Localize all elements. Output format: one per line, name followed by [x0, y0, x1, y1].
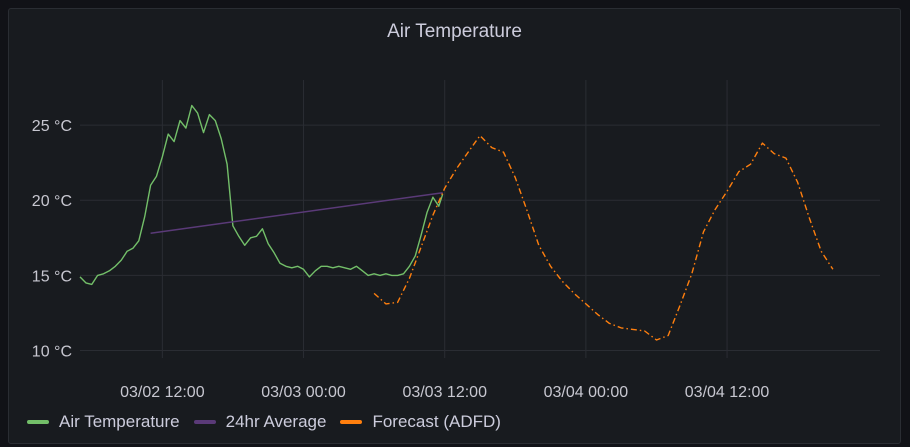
legend-swatch-24hr-average: [193, 420, 216, 424]
legend-label-24hr-average: 24hr Average: [225, 412, 327, 431]
x-tick-label: 03/03 00:00: [261, 384, 346, 401]
legend-item-forecast[interactable]: Forecast (ADFD): [340, 412, 501, 432]
y-tick-label: 25 °C: [32, 118, 72, 135]
legend-item-air-temperature[interactable]: Air Temperature: [27, 412, 180, 432]
legend-label-forecast: Forecast (ADFD): [372, 412, 501, 431]
series-air-temperature-line[interactable]: [79, 104, 444, 286]
x-tick-label: 03/03 12:00: [402, 384, 487, 401]
x-tick-label: 03/04 12:00: [685, 384, 770, 401]
chart-panel: Air Temperature: [8, 8, 901, 444]
y-tick-label: 10 °C: [32, 343, 72, 360]
y-tick-label: 20 °C: [32, 193, 72, 210]
y-tick-label: 15 °C: [32, 268, 72, 285]
legend-swatch-air-temperature: [27, 420, 49, 424]
x-tick-label: 03/04 00:00: [544, 384, 629, 401]
series-forecast-line[interactable]: [373, 134, 834, 341]
legend-item-24hr-average[interactable]: 24hr Average: [193, 412, 327, 432]
legend-label-air-temperature: Air Temperature: [59, 412, 180, 431]
panel-title[interactable]: Air Temperature: [387, 21, 522, 42]
legend-swatch-forecast: [340, 420, 363, 424]
series-average-line[interactable]: [150, 191, 443, 235]
x-tick-label: 03/02 12:00: [120, 384, 205, 401]
legend: Air Temperature 24hr Average Forecast (A…: [27, 412, 501, 432]
